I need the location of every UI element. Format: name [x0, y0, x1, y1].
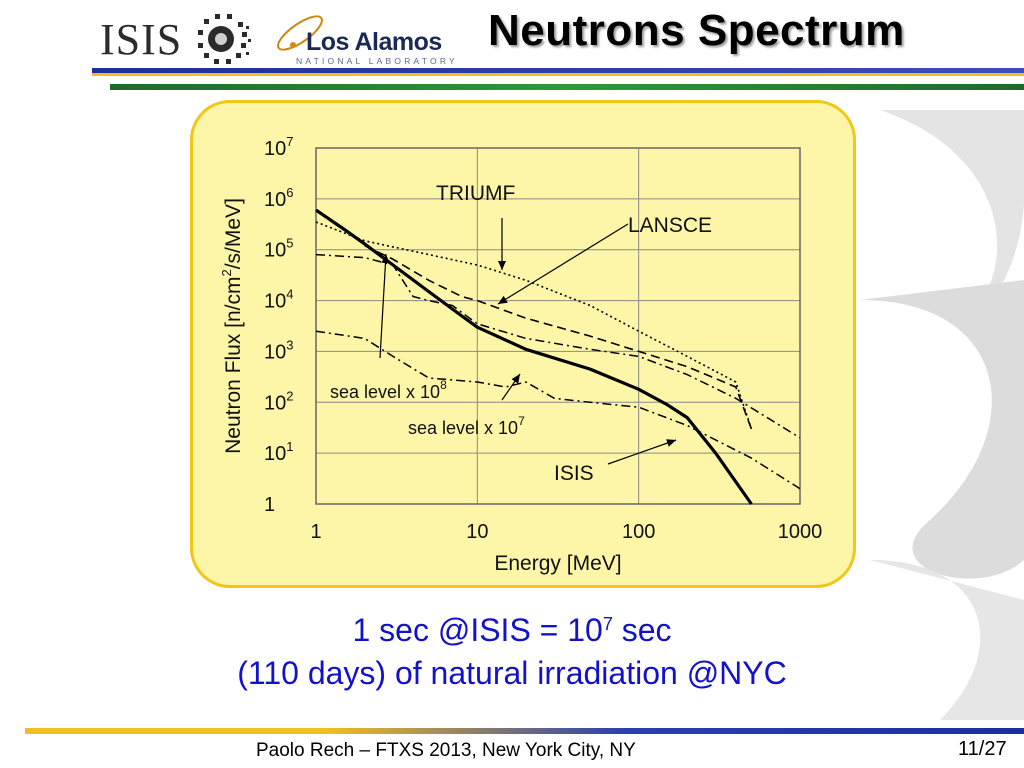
annotation-arrow [379, 253, 387, 359]
caption-line-1: 1 sec @ISIS = 107 sec [0, 612, 1024, 649]
annotation-label: TRIUMF [436, 182, 515, 205]
atom-orbit-icon [277, 15, 323, 51]
grid [316, 148, 800, 504]
x-axis-label: Energy [MeV] [494, 552, 621, 575]
annotation-arrowhead [666, 439, 676, 447]
annotation-arrow [497, 223, 629, 305]
y-tick-label: 103 [264, 337, 293, 363]
header-rule-blue [92, 68, 1024, 73]
los-alamos-logo: Los Alamos NATIONAL LABORATORY [268, 8, 458, 68]
isis-logo: ISIS [100, 10, 260, 66]
page-number: 11/27 [958, 738, 1007, 760]
annotation-arrowhead [381, 254, 390, 264]
y-tick-label: 106 [264, 185, 293, 211]
lanl-name: Los Alamos [306, 28, 442, 56]
series-layer [315, 208, 801, 505]
annotations: TRIUMF LANSCE sea level x 108 sea level x 1… [330, 182, 712, 485]
caption-exponent: 7 [602, 614, 613, 634]
chart-panel [190, 100, 856, 588]
neutron-spectrum-chart: 1 10 100 1000 1 101 102 103 104 105 106 107 TRIUMF L… [219, 134, 822, 575]
footer-text: Paolo Rech – FTXS 2013, New York City, N… [256, 740, 636, 761]
caption-line-1-text: 1 sec @ISIS = 10 [352, 612, 603, 648]
lanl-dot [290, 42, 296, 48]
series-line-sea-level-x-10-7 [315, 330, 801, 490]
caption-line-1-suffix: sec [612, 612, 672, 648]
y-tick-label: 105 [264, 236, 293, 262]
x-tick-label: 1000 [778, 521, 823, 543]
annotation-label: sea level x 108 [330, 378, 447, 402]
x-tick-label: 10 [466, 521, 488, 543]
lanl-subtitle: NATIONAL LABORATORY [296, 56, 458, 66]
slide-title: Neutrons Spectrum [488, 6, 905, 55]
footer-rule [25, 728, 1024, 734]
y-tick-label: 104 [264, 287, 293, 313]
plot-frame [315, 147, 801, 505]
caption-line-2: (110 days) of natural irradiation @NYC [237, 655, 787, 691]
annotation-arrowhead [511, 374, 520, 384]
y-axis-label: Neutron Flux [n/cm2/s/MeV] [219, 198, 245, 454]
isis-logo-emblem-icon [198, 14, 251, 64]
y-tick-label: 1 [264, 494, 275, 516]
header-rule-yellow [92, 73, 1024, 76]
isis-logo-text: ISIS [100, 15, 183, 64]
annotation-label: sea level x 107 [408, 414, 525, 438]
y-tick-label: 107 [264, 134, 293, 160]
annotation-arrowhead [498, 295, 508, 304]
y-tick-label: 101 [264, 439, 293, 465]
annotation-label: ISIS [554, 462, 594, 485]
header-rule-green [110, 84, 1024, 90]
y-tick-label: 102 [264, 388, 293, 414]
x-tick-label: 100 [622, 521, 655, 543]
series-line-lansce [364, 244, 753, 430]
series-line-sea-level-x-10-8 [315, 253, 801, 439]
annotation-arrowhead [498, 261, 506, 270]
x-tick-label: 1 [310, 521, 321, 543]
annotation-label: LANSCE [628, 214, 712, 237]
annotation-arrow [607, 439, 677, 465]
ticks: 1 10 100 1000 1 101 102 103 104 105 106 107 [264, 134, 822, 543]
